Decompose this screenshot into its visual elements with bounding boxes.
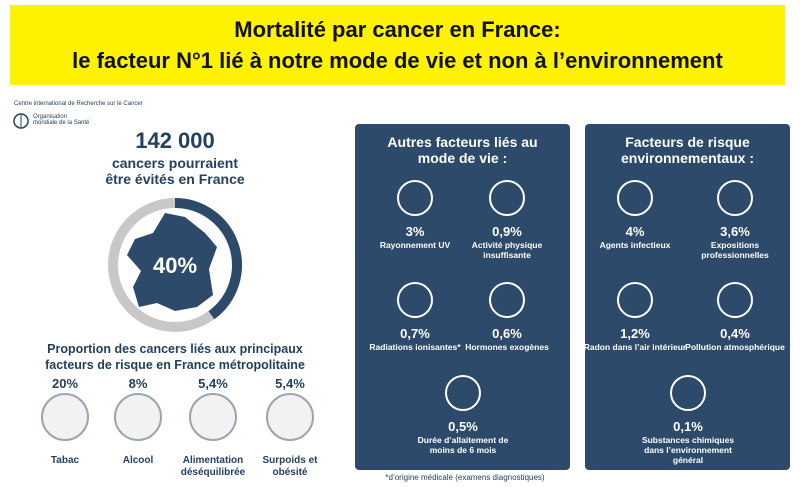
environment-title: Facteurs de risque environnementaux : — [620, 134, 755, 166]
factor-label: Radiations ionisantes* — [369, 342, 461, 352]
factor-label: Activité physique insuffisante — [471, 240, 543, 260]
factor-value: 0,7% — [400, 326, 430, 341]
headline-number: 142 000 — [135, 128, 215, 153]
lifestyle-panel — [355, 124, 570, 470]
main-title: Proportion des cancers liés aux principa… — [45, 342, 305, 372]
factor-label: Substances chimiques dans l’environnemen… — [641, 435, 735, 465]
factor-icon — [717, 282, 753, 318]
factor-value: 1,2% — [620, 326, 650, 341]
factor-label: Radon dans l’air intérieur — [583, 342, 687, 352]
factor-label: Rayonnement UV — [379, 240, 451, 250]
factor-value: 0,4% — [720, 326, 750, 341]
banner-line: Mortalité par cancer en France: — [234, 17, 561, 42]
factor-icon — [114, 393, 162, 441]
factor-label: Expositions professionnelles — [701, 240, 769, 260]
france-map — [127, 213, 217, 311]
factor-label: Tabac — [50, 455, 80, 466]
factor-icon — [617, 282, 653, 318]
factor-icon — [189, 393, 237, 441]
factor-icon — [445, 375, 481, 411]
factor-icon — [489, 282, 525, 318]
footnote: *d’origine médicale (examens diagnostiqu… — [385, 473, 545, 482]
factor-icon — [489, 180, 525, 216]
factor-label: Agents infectieux — [599, 240, 671, 250]
banner-line: le facteur N°1 lié à notre mode de vie e… — [72, 48, 723, 73]
lifestyle-title: Autres facteurs liés au mode de vie : — [387, 134, 538, 166]
banner: Mortalité par cancer en France: le facte… — [10, 5, 785, 85]
factor-icon — [670, 375, 706, 411]
factor-value: 3,6% — [720, 224, 750, 239]
share-label: 40% — [153, 253, 197, 278]
factor-icon — [266, 393, 314, 441]
factor-value: 0,6% — [492, 326, 522, 341]
factor-icon — [397, 282, 433, 318]
factor-value: 0,9% — [492, 224, 522, 239]
ring-arc — [174, 198, 242, 320]
factor-label: Alcool — [122, 455, 154, 466]
factor-value: 8% — [128, 376, 148, 391]
factor-value: 4% — [625, 224, 645, 239]
factor-icon — [617, 180, 653, 216]
who-logo — [13, 113, 29, 129]
factor-icon — [41, 393, 89, 441]
factor-value: 0,1% — [673, 419, 703, 434]
who-name: Organisation mondiale de la Santé — [33, 114, 90, 126]
factor-label: Surpoids et obésité — [262, 455, 318, 478]
factor-label: Durée d’allaitement de moins de 6 mois — [417, 435, 509, 455]
factor-value: 20% — [51, 376, 79, 391]
factor-value: 0,5% — [448, 419, 478, 434]
factor-label: Pollution atmosphérique — [685, 342, 785, 352]
iarc-name: Centre international de Recherche sur le… — [14, 101, 143, 107]
factor-value: 5,4% — [198, 376, 228, 391]
factor-value: 3% — [405, 224, 425, 239]
factor-icon — [717, 180, 753, 216]
factor-icon — [397, 180, 433, 216]
factor-value: 5,4% — [275, 376, 305, 391]
factor-label: Hormones exogènes — [465, 342, 549, 352]
factor-label: Alimentation déséquilibrée — [180, 455, 246, 478]
headline-text: cancers pourraient être évités en France — [105, 155, 245, 187]
ring: 40% — [108, 198, 242, 332]
